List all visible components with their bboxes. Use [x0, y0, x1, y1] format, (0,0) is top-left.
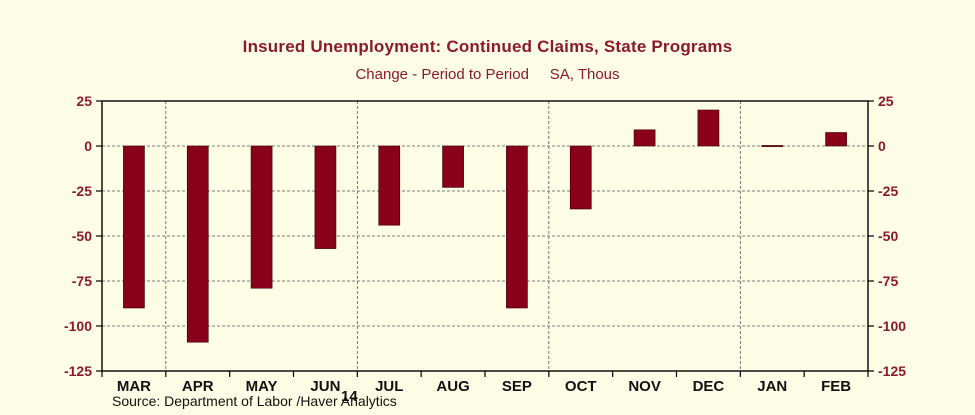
chart-subtitle: Change - Period to Period SA, Thous: [355, 66, 620, 83]
bar-apr: [186, 145, 209, 343]
bar-nov: [633, 129, 656, 147]
bar-sep: [506, 145, 528, 309]
x-tick-label-nov: NOV: [628, 378, 661, 395]
y-tick-label-right: -100: [878, 318, 906, 334]
y-tick-label-right: -25: [878, 183, 898, 199]
y-tick-label-left: -125: [64, 363, 92, 379]
bar-may: [250, 145, 273, 289]
bar-jun: [314, 145, 337, 249]
y-tick-label-left: -25: [72, 183, 92, 199]
chart-title: Insured Unemployment: Continued Claims, …: [242, 37, 733, 56]
x-tick-label-jul: JUL: [375, 378, 403, 395]
x-tick-label-dec: DEC: [693, 378, 725, 395]
bar-dec: [697, 109, 720, 147]
bar-jan: [761, 145, 784, 147]
x-tick-label-oct: OCT: [565, 378, 597, 395]
x-tick-label-jan: JAN: [757, 378, 787, 395]
x-tick-label-mar: MAR: [117, 378, 151, 395]
y-tick-label-left: 25: [76, 93, 92, 109]
x-tick-label-apr: APR: [182, 378, 214, 395]
x-tick-label-feb: FEB: [821, 378, 851, 395]
y-tick-label-left: -50: [72, 228, 92, 244]
y-tick-label-left: -75: [72, 273, 92, 289]
x-tick-label-may: MAY: [246, 378, 278, 395]
bar-mar: [123, 145, 145, 309]
bar-oct: [569, 145, 592, 210]
source-note: Source: Department of Labor /Haver Analy…: [112, 393, 397, 409]
y-tick-label-right: -75: [878, 273, 898, 289]
y-tick-label-left: -100: [64, 318, 92, 334]
x-tick-label-sep: SEP: [502, 378, 532, 395]
bar-feb: [825, 132, 847, 147]
x-year-label: 14: [341, 388, 358, 405]
y-tick-label-right: -125: [878, 363, 906, 379]
y-tick-label-right: -50: [878, 228, 898, 244]
bar-jul: [378, 145, 401, 226]
bar-aug: [442, 145, 464, 188]
y-tick-label-left: 0: [84, 138, 92, 154]
x-tick-label-jun: JUN: [310, 378, 340, 395]
y-tick-label-right: 25: [878, 93, 894, 109]
y-tick-label-right: 0: [878, 138, 886, 154]
x-tick-label-aug: AUG: [436, 378, 469, 395]
